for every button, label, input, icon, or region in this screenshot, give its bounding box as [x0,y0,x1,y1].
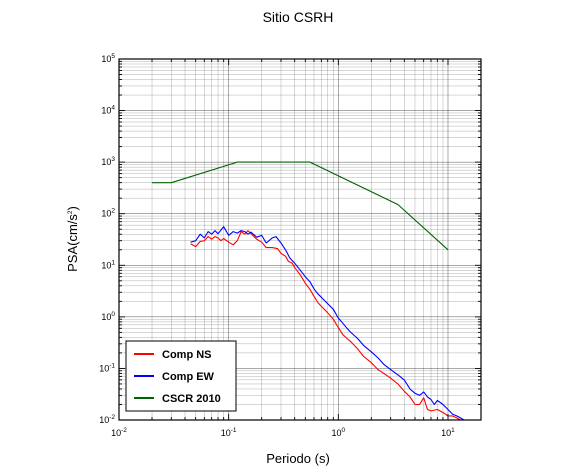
x-tick-label: 10-1 [221,427,237,438]
y-tick-label: 10-2 [99,414,115,425]
y-tick-label: 10-1 [99,362,115,373]
y-tick-label: 102 [101,208,115,219]
tick-marks [118,58,482,421]
y-tick-label: 101 [101,259,115,270]
legend-label: Comp EW [162,371,215,383]
y-tick-label: 104 [101,105,115,116]
chart-title: Sitio CSRH [263,9,334,25]
y-tick-label: 103 [101,156,115,167]
legend-label: CSCR 2010 [162,393,221,405]
x-tick-label: 101 [441,427,455,438]
y-tick-labels: 10-2 10-1 100 101 102 103 104 105 [99,53,115,425]
legend: Comp NS Comp EW CSCR 2010 [125,340,237,412]
x-tick-labels: 10-2 10-1 100 101 [111,427,455,438]
x-tick-label: 10-2 [111,427,127,438]
series-line-cscr-2010 [152,161,449,251]
y-tick-label: 100 [101,311,115,322]
x-tick-label: 100 [332,427,346,438]
minor-grid [119,59,482,420]
y-axis-label-sup: 2 [67,210,74,214]
series-layer [152,161,465,421]
x-axis-label: Periodo (s) [266,451,330,466]
series-line-comp-ns [190,230,464,421]
legend-label: Comp NS [162,349,212,361]
y-axis-label-main: PSA(cm/s [65,214,80,272]
plot-frame [118,58,482,421]
series-line-comp-ew [190,226,465,421]
y-tick-label: 105 [101,53,115,64]
y-axis-label: PSA(cm/s2) [65,206,80,272]
y-axis-label-close: ) [65,206,80,210]
